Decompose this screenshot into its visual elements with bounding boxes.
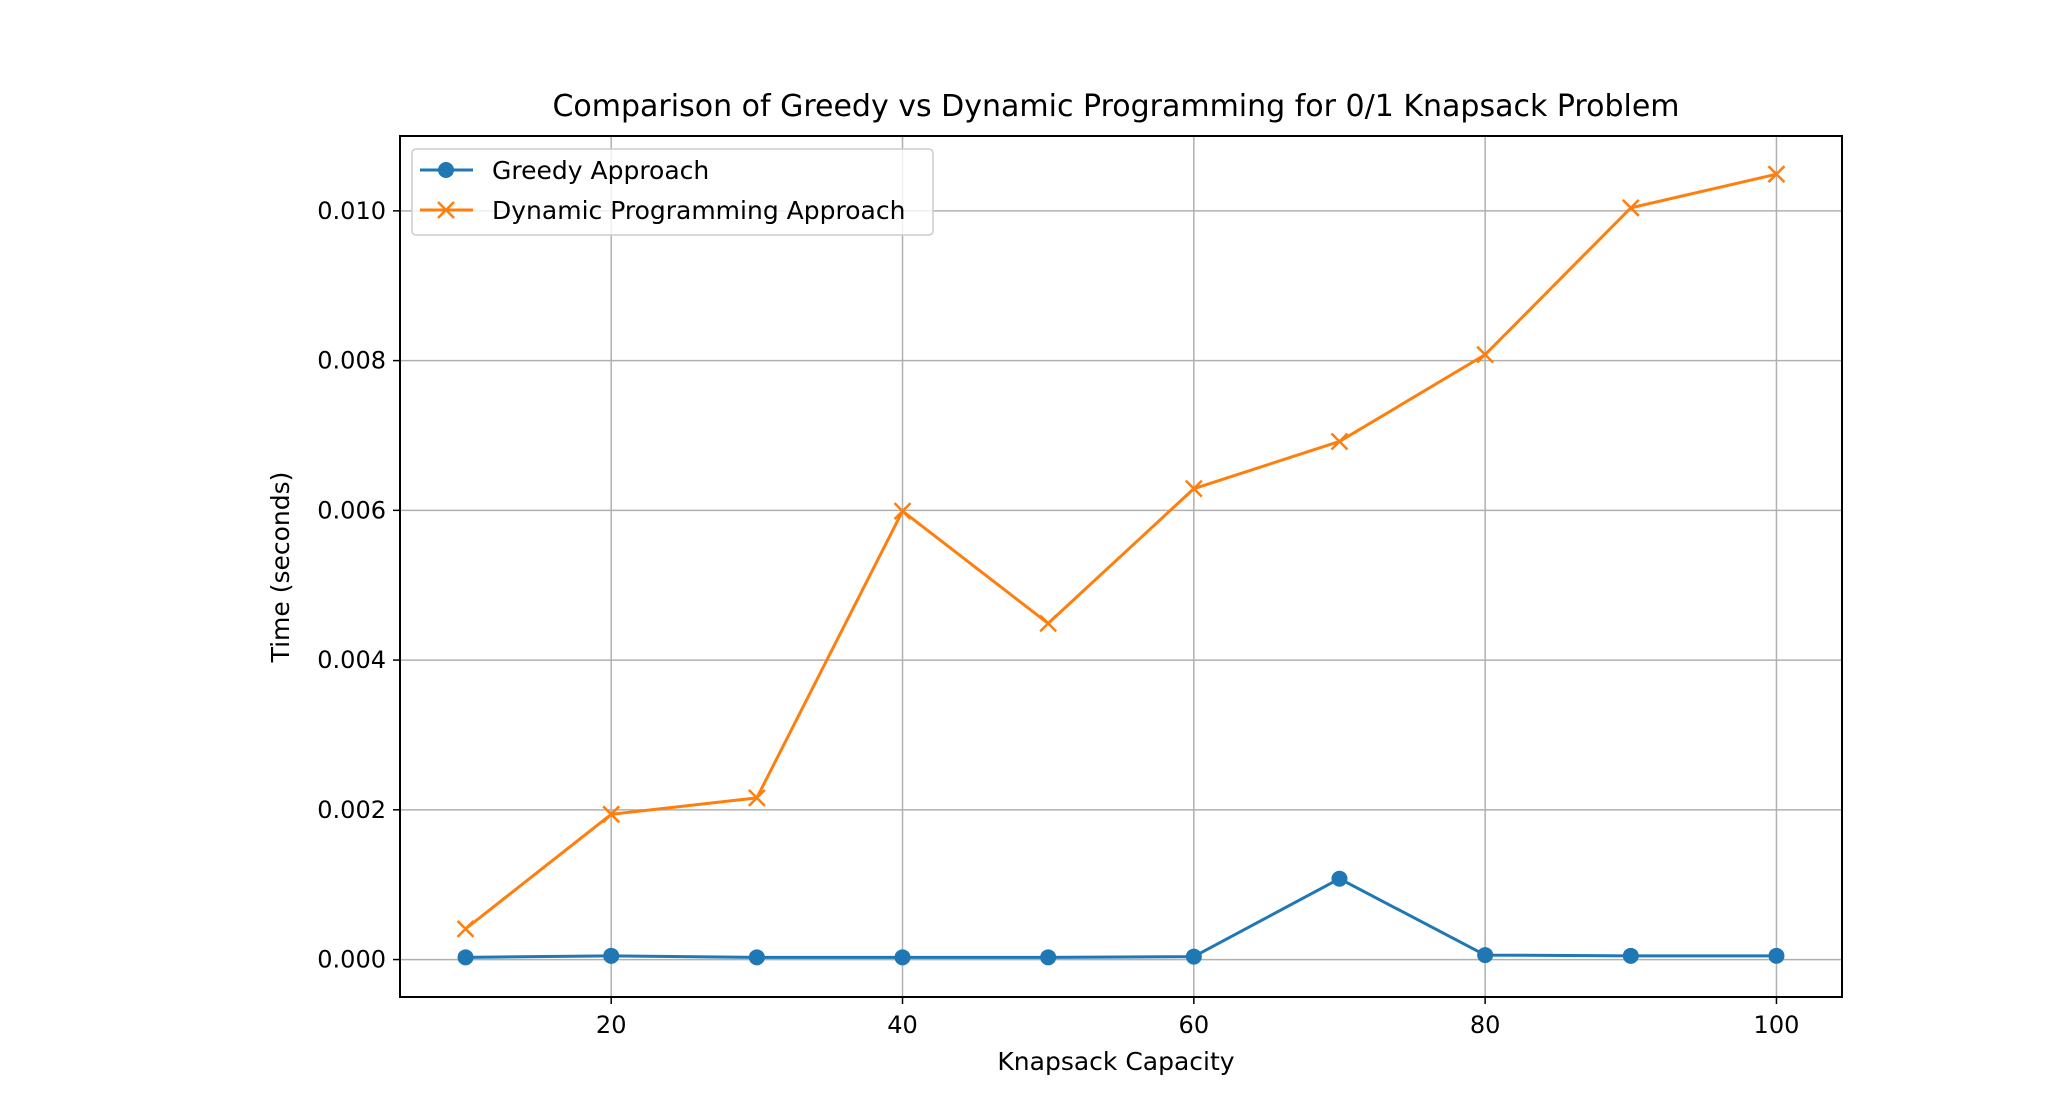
x-tick-label: 20 bbox=[596, 1011, 627, 1039]
data-point-dynamic-programming bbox=[1184, 479, 1203, 498]
plot-series bbox=[456, 165, 1786, 966]
y-tick-label: 0.006 bbox=[317, 496, 386, 524]
x-tick-label: 80 bbox=[1470, 1011, 1501, 1039]
data-point-dynamic-programming bbox=[1621, 198, 1640, 217]
axis-ticks: 20 40 60 80 100 0.000 0.002 0.004 0.006 0.008 0.01… bbox=[317, 197, 1799, 1039]
legend: Greedy Approach Dynamic Programming Appr… bbox=[411, 148, 934, 236]
data-point-dynamic-programming bbox=[1330, 432, 1349, 451]
data-point-greedy bbox=[1622, 947, 1639, 964]
legend-box bbox=[411, 148, 934, 236]
data-point-dynamic-programming bbox=[747, 788, 766, 807]
data-point-dynamic-programming bbox=[1767, 165, 1786, 184]
data-point-dynamic-programming bbox=[1039, 614, 1058, 633]
legend-entry-dynamic-programming: Dynamic Programming Approach bbox=[420, 196, 905, 225]
legend-label-dynamic-programming: Dynamic Programming Approach bbox=[492, 196, 905, 225]
data-point-greedy bbox=[894, 949, 911, 966]
data-point-dynamic-programming bbox=[1476, 345, 1495, 364]
legend-entry-greedy: Greedy Approach bbox=[420, 156, 709, 185]
data-point-greedy bbox=[1040, 949, 1057, 966]
legend-marker-greedy bbox=[438, 162, 454, 178]
data-point-dynamic-programming bbox=[456, 919, 475, 938]
data-point-greedy bbox=[1185, 948, 1202, 965]
data-point-greedy bbox=[1331, 870, 1348, 887]
legend-label-greedy: Greedy Approach bbox=[492, 156, 709, 185]
data-point-greedy bbox=[1477, 947, 1494, 964]
data-point-greedy bbox=[603, 947, 620, 964]
axes-frame bbox=[399, 135, 1843, 998]
y-tick-label: 0.008 bbox=[317, 347, 386, 375]
y-tick-label: 0.002 bbox=[317, 796, 386, 824]
data-point-greedy bbox=[748, 949, 765, 966]
series-line-dynamic-programming bbox=[464, 172, 1777, 931]
y-tick-label: 0.010 bbox=[317, 197, 386, 225]
x-tick-label: 40 bbox=[887, 1011, 918, 1039]
data-point-dynamic-programming bbox=[893, 502, 912, 520]
x-tick-label: 100 bbox=[1754, 1011, 1800, 1039]
y-tick-label: 0.000 bbox=[317, 946, 386, 974]
series-line-greedy bbox=[465, 877, 1777, 959]
x-tick-label: 60 bbox=[1179, 1011, 1210, 1039]
legend-marker-dynamic-programming bbox=[437, 201, 455, 219]
data-point-greedy bbox=[1768, 947, 1785, 964]
data-point-greedy bbox=[457, 949, 474, 966]
data-point-dynamic-programming bbox=[602, 805, 621, 824]
y-axis-label: Time (seconds) bbox=[266, 472, 295, 664]
y-tick-label: 0.004 bbox=[317, 646, 386, 674]
x-axis-label: Knapsack Capacity bbox=[997, 1047, 1234, 1076]
chart-title: Comparison of Greedy vs Dynamic Programm… bbox=[552, 89, 1679, 124]
